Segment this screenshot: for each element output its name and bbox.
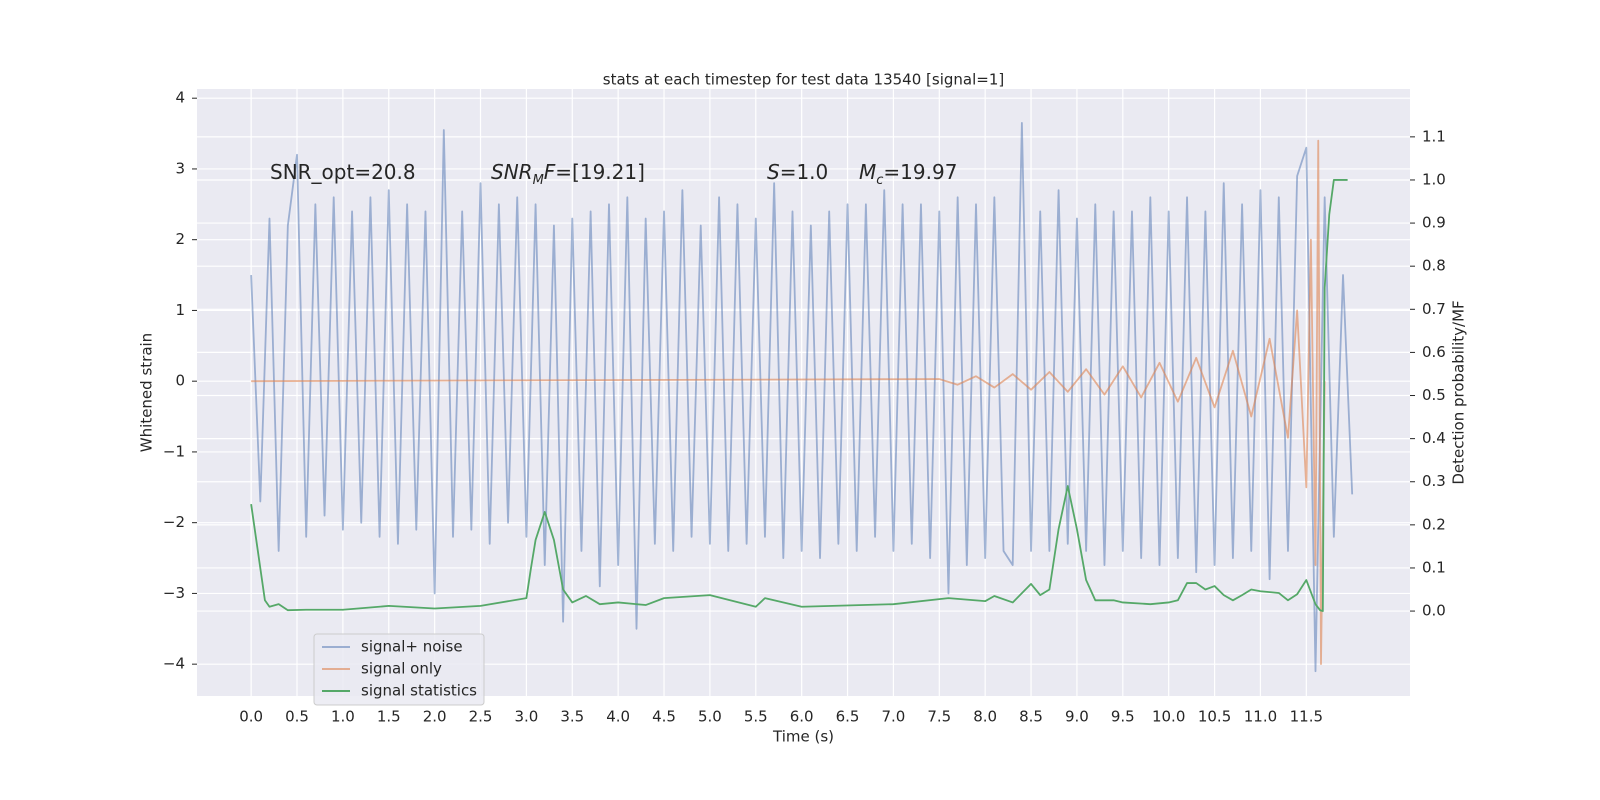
legend-label: signal only xyxy=(361,660,442,678)
y2-tick-label: 0.4 xyxy=(1422,429,1446,447)
annotation-part: c xyxy=(876,173,883,188)
x-tick-label: 8.0 xyxy=(973,708,997,726)
y-tick-label: −3 xyxy=(163,584,185,602)
y2-tick-label: 0.5 xyxy=(1422,386,1446,404)
x-tick-label: 10.0 xyxy=(1152,708,1185,726)
y2-tick-label: 0.0 xyxy=(1422,602,1446,620)
y2-tick-label: 0.6 xyxy=(1422,343,1446,361)
x-tick-label: 2.5 xyxy=(469,708,493,726)
plot-area xyxy=(197,89,1410,696)
annotation-part: S xyxy=(767,160,780,184)
x-tick-label: 1.5 xyxy=(377,708,401,726)
x-tick-label: 0.5 xyxy=(285,708,309,726)
y-tick-label: 4 xyxy=(175,89,185,107)
y2-tick-label: 0.9 xyxy=(1422,214,1446,232)
annotation-part: F xyxy=(544,160,556,184)
y2-axis-label: Detection probability/MF xyxy=(1450,300,1468,484)
x-tick-label: 5.5 xyxy=(744,708,768,726)
y2-tick-label: 0.7 xyxy=(1422,300,1446,318)
y-tick-label: 2 xyxy=(175,230,185,248)
x-tick-label: 4.0 xyxy=(606,708,630,726)
y-tick-label: −2 xyxy=(163,513,185,531)
x-tick-label: 9.5 xyxy=(1111,708,1135,726)
y-tick-label: −4 xyxy=(163,655,185,673)
y-tick-label: 3 xyxy=(175,159,185,177)
series-line xyxy=(250,122,1354,673)
y-tick-label: −1 xyxy=(163,442,185,460)
annotation-part: =[19.21] xyxy=(555,160,645,184)
annotation: Mc=19.97 xyxy=(859,160,957,189)
x-axis-label: Time (s) xyxy=(772,728,834,746)
x-tick-label: 11.5 xyxy=(1290,708,1323,726)
x-tick-label: 1.0 xyxy=(331,708,355,726)
series-line xyxy=(250,179,1348,612)
annotation: S=1.0 xyxy=(767,160,828,184)
x-tick-label: 10.5 xyxy=(1198,708,1231,726)
y-tick-label: 0 xyxy=(175,372,185,390)
annotation-part: =1.0 xyxy=(780,160,829,184)
series-line xyxy=(251,139,1326,666)
x-tick-label: 8.5 xyxy=(1019,708,1043,726)
annotation: SNR_opt=20.8 xyxy=(270,160,416,184)
x-tick-label: 9.0 xyxy=(1065,708,1089,726)
y2-tick-label: 0.1 xyxy=(1422,558,1446,576)
x-tick-label: 2.0 xyxy=(423,708,447,726)
annotation-part: M xyxy=(859,160,876,184)
annotation-part: M xyxy=(533,173,544,188)
x-tick-label: 7.5 xyxy=(927,708,951,726)
y2-tick-label: 0.3 xyxy=(1422,472,1446,490)
legend-label: signal+ noise xyxy=(361,638,463,656)
y-axis-label: Whitened strain xyxy=(138,333,156,452)
y2-tick-label: 0.2 xyxy=(1422,515,1446,533)
x-tick-label: 6.5 xyxy=(836,708,860,726)
x-tick-label: 5.0 xyxy=(698,708,722,726)
x-tick-label: 11.0 xyxy=(1244,708,1277,726)
annotation-part: =19.97 xyxy=(883,160,957,184)
x-tick-label: 4.5 xyxy=(652,708,676,726)
annotation: SNRMF=[19.21] xyxy=(491,160,645,189)
y-tick-label: 1 xyxy=(175,301,185,319)
chart-title: stats at each timestep for test data 135… xyxy=(603,71,1004,89)
x-tick-label: 3.0 xyxy=(514,708,538,726)
x-tick-label: 7.0 xyxy=(881,708,905,726)
annotation-part: SNR xyxy=(491,160,533,184)
x-tick-label: 0.0 xyxy=(239,708,263,726)
legend-box xyxy=(313,633,485,706)
y2-tick-label: 0.8 xyxy=(1422,257,1446,275)
annotation-part: SNR_opt=20.8 xyxy=(270,160,416,184)
y2-tick-label: 1.0 xyxy=(1422,170,1446,188)
x-tick-label: 6.0 xyxy=(790,708,814,726)
x-tick-label: 3.5 xyxy=(560,708,584,726)
y2-tick-label: 1.1 xyxy=(1422,127,1446,145)
legend-label: signal statistics xyxy=(361,682,477,700)
